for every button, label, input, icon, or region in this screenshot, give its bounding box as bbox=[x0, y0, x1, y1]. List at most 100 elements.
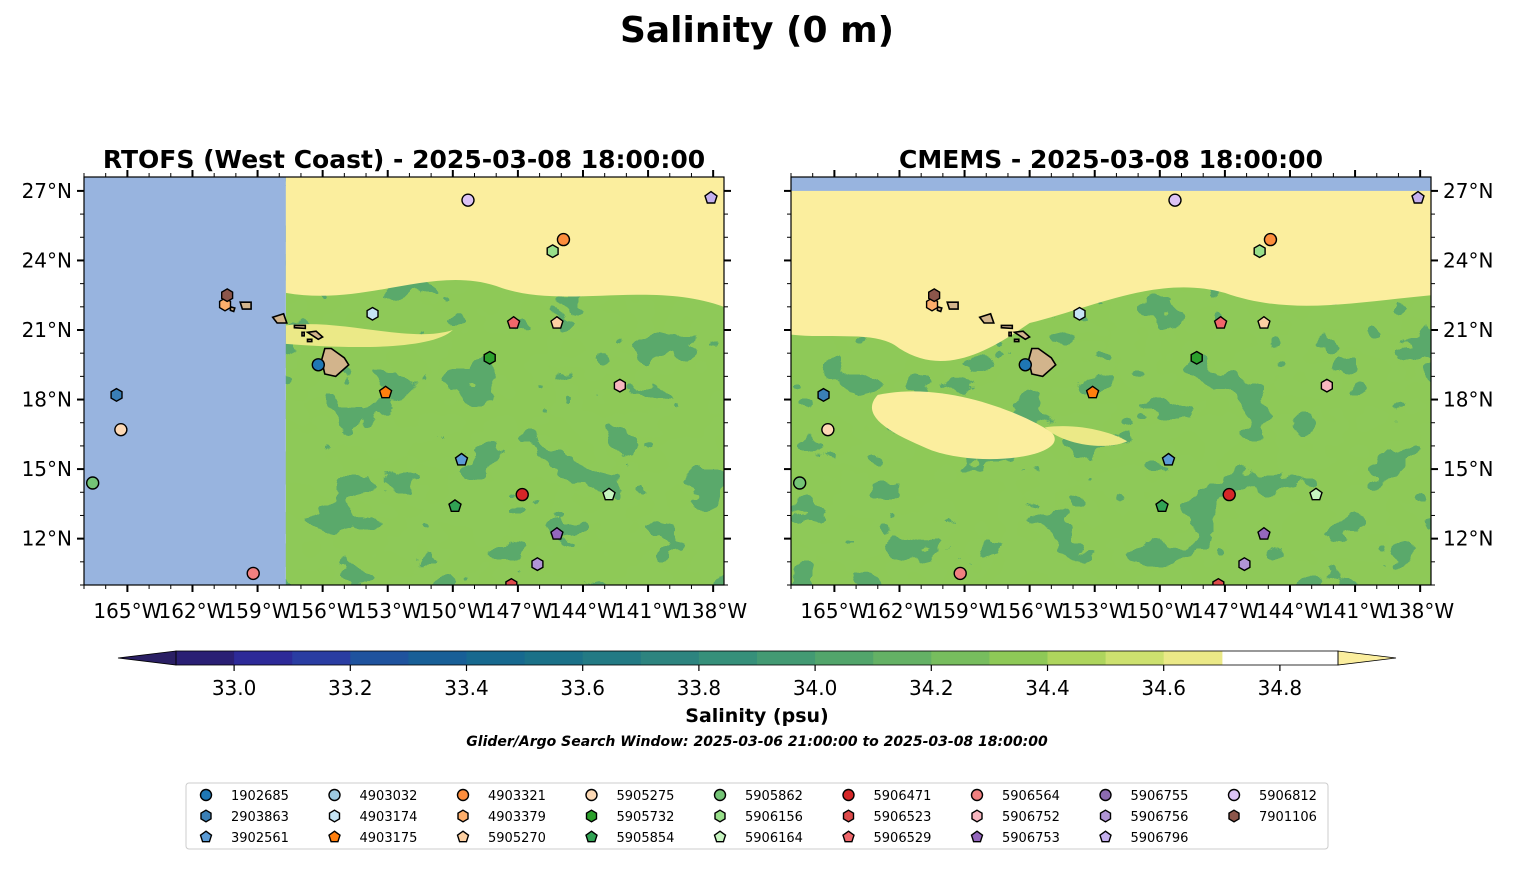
colorbar-bin bbox=[815, 651, 874, 665]
profile-marker-5906756 bbox=[531, 556, 544, 572]
profile-marker-5905275 bbox=[114, 422, 128, 437]
legend-marker bbox=[713, 788, 727, 802]
legend-label: 2903863 bbox=[231, 810, 289, 825]
x-tick-label: 150°W bbox=[419, 599, 487, 623]
legend-label: 5905862 bbox=[745, 789, 803, 804]
profile-marker-4903175 bbox=[378, 385, 393, 399]
profile-marker-5905854 bbox=[1155, 499, 1169, 512]
profile-marker-5905275 bbox=[821, 422, 835, 437]
legend-item-2903863: 2903863 bbox=[200, 809, 289, 825]
colorbar-bin bbox=[524, 651, 584, 665]
profile-marker-5905732 bbox=[483, 350, 496, 365]
x-ticks: 165°W162°W159°W156°W153°W150°W147°W144°W… bbox=[790, 170, 1454, 623]
legend-marker bbox=[1228, 809, 1240, 823]
legend-label: 5905275 bbox=[617, 789, 675, 804]
legend-item-5905270: 5905270 bbox=[456, 830, 546, 846]
colorbar-bin bbox=[176, 651, 235, 665]
legend-marker bbox=[970, 788, 984, 802]
profile-marker-5906471 bbox=[1222, 487, 1236, 502]
profile-marker-5906812 bbox=[461, 193, 475, 207]
profile-marker-5906529 bbox=[1213, 315, 1228, 329]
x-tick-label: 159°W bbox=[224, 599, 292, 623]
legend-label: 4903379 bbox=[488, 810, 546, 825]
legend-frame bbox=[185, 782, 1329, 850]
island bbox=[946, 301, 959, 310]
legend-item-5905275: 5905275 bbox=[585, 788, 675, 804]
legend-label: 1902685 bbox=[231, 789, 289, 804]
legend-item-5906164: 5906164 bbox=[713, 830, 803, 846]
colorbar-bin bbox=[1105, 651, 1165, 665]
profile-marker-4903321 bbox=[556, 232, 571, 247]
legend: 1902685 2903863 3902561 4903032 4903174 49031… bbox=[185, 782, 1329, 850]
profile-marker-5905862 bbox=[85, 476, 100, 490]
map-panel-1: RTOFS (West Coast) - 2025-03-08 18:00:00… bbox=[22, 145, 748, 623]
y-tick-label: 12°N bbox=[1443, 527, 1493, 551]
x-tick-label: 144°W bbox=[1256, 599, 1324, 623]
y-tick-label: 15°N bbox=[1443, 457, 1493, 481]
colorbar-extend-high bbox=[1337, 650, 1397, 666]
legend-marker bbox=[199, 830, 213, 843]
legend-marker bbox=[456, 788, 470, 802]
profile-marker-5906564 bbox=[246, 566, 260, 581]
profile-marker-2903863 bbox=[817, 387, 830, 403]
y-tick-label: 27°N bbox=[1443, 179, 1493, 203]
legend-item-5906756: 5906756 bbox=[1099, 809, 1188, 825]
island bbox=[305, 330, 324, 341]
legend-marker bbox=[328, 830, 341, 843]
profile-marker-5906564 bbox=[953, 566, 967, 581]
island bbox=[1013, 338, 1020, 343]
legend-item-5905862: 5905862 bbox=[713, 788, 803, 804]
legend-marker bbox=[585, 788, 598, 802]
legend-label: 3902561 bbox=[231, 831, 289, 846]
colorbar-tick-label: 33.4 bbox=[444, 676, 489, 700]
y-tick-label: 24°N bbox=[1443, 248, 1493, 272]
legend-label: 5906796 bbox=[1131, 831, 1189, 846]
colorbar-bin bbox=[931, 651, 990, 665]
profile-marker-2903863 bbox=[110, 387, 123, 403]
legend-marker bbox=[328, 788, 341, 802]
legend-label: 5906471 bbox=[874, 789, 932, 804]
legend-marker bbox=[842, 830, 855, 843]
x-tick-label: 141°W bbox=[614, 599, 682, 623]
panel-title: RTOFS (West Coast) - 2025-03-08 18:00:00 bbox=[103, 145, 705, 174]
legend-item-5906755: 5906755 bbox=[1099, 788, 1189, 804]
profile-marker-1902685 bbox=[311, 358, 326, 372]
colorbar-bin bbox=[640, 651, 700, 665]
colorbar-bin bbox=[234, 651, 293, 665]
legend-marker bbox=[199, 788, 213, 802]
x-tick-label: 165°W bbox=[800, 599, 868, 623]
y-ticks: 27°N 24°N 21°N 18°N 15°N 12°N bbox=[784, 179, 1493, 586]
legend-item-3902561: 3902561 bbox=[199, 830, 289, 846]
legend-label: 4903175 bbox=[360, 831, 418, 846]
panel-title: CMEMS - 2025-03-08 18:00:00 bbox=[899, 145, 1323, 174]
profile-marker-5906164 bbox=[602, 487, 616, 501]
x-tick-label: 153°W bbox=[354, 599, 422, 623]
colorbar-tick-label: 33.2 bbox=[328, 676, 373, 700]
search-window-note: Glider/Argo Search Window: 2025-03-06 21… bbox=[466, 734, 1048, 750]
legend-item-5906753: 5906753 bbox=[970, 830, 1060, 846]
y-tick-label: 18°N bbox=[1443, 388, 1493, 412]
profile-marker-5906812 bbox=[1168, 193, 1182, 207]
profile-marker-5905732 bbox=[1190, 350, 1203, 365]
legend-marker bbox=[457, 809, 469, 823]
colorbar-bin bbox=[1163, 651, 1223, 665]
legend-item-4903032: 4903032 bbox=[328, 788, 417, 804]
x-tick-label: 141°W bbox=[1321, 599, 1389, 623]
x-tick-label: 153°W bbox=[1061, 599, 1129, 623]
colorbar-extend-low bbox=[117, 650, 177, 666]
profile-marker-5906796 bbox=[704, 190, 718, 204]
legend-item-4903174: 4903174 bbox=[328, 809, 417, 825]
x-tick-label: 156°W bbox=[289, 599, 357, 623]
x-tick-label: 159°W bbox=[931, 599, 999, 623]
salinity-field bbox=[84, 177, 724, 585]
island bbox=[301, 331, 306, 337]
profile-marker-4903174 bbox=[366, 306, 379, 321]
nodata-region bbox=[84, 177, 286, 585]
island bbox=[978, 312, 995, 324]
colorbar-tick-label: 33.8 bbox=[677, 676, 722, 700]
colorbar-label: Salinity (psu) bbox=[685, 705, 828, 727]
colorbar-tick-label: 34.2 bbox=[909, 676, 954, 700]
legend-label: 5906755 bbox=[1131, 789, 1189, 804]
legend-item-5906529: 5906529 bbox=[842, 830, 931, 846]
profile-marker-5906156 bbox=[1253, 244, 1266, 259]
